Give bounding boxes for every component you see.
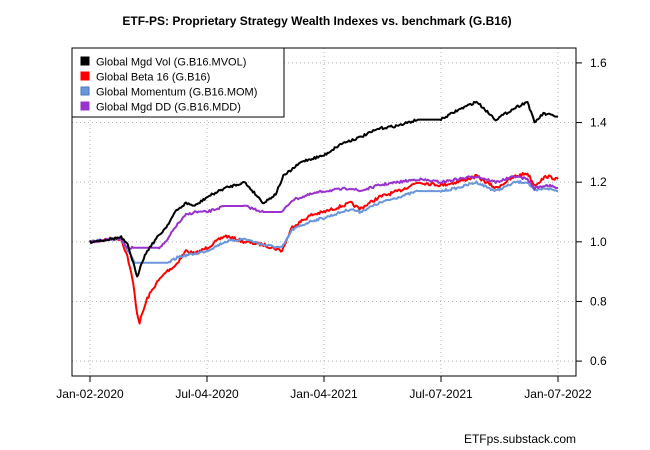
y-tick-label: 1.4 [590,116,607,130]
legend: Global Mgd Vol (G.B16.MVOL) Global Beta 1… [71,47,285,118]
legend-swatch [80,101,90,111]
legend-swatch [80,71,90,81]
y-tick-label: 1.6 [590,56,607,70]
series-line [89,172,559,325]
series-line [89,100,558,278]
legend-label: Global Mgd DD (G.B16.MDD) [96,102,241,114]
x-tick-label: Jan-07-2022 [524,387,592,401]
y-tick-label: 1.2 [590,175,607,189]
legend-box [71,47,285,118]
x-tick-label: Jan-02-2020 [56,387,124,401]
series-lines [89,100,559,325]
x-tick-label: Jul-04-2020 [175,387,239,401]
legend-label: Global Momentum (G.B16.MOM) [96,87,257,99]
x-axis: Jan-02-2020 Jul-04-2020 Jan-04-2021 Jul-07-… [56,376,592,401]
y-axis: 0.6 0.8 1.0 1.2 1.4 1.6 [576,56,607,368]
credit-text: ETFps.substack.com [464,432,576,446]
chart-title: ETF-PS: Proprietary Strategy Wealth Inde… [122,14,511,28]
legend-swatch [80,56,90,66]
y-tick-label: 0.6 [590,354,607,368]
legend-label: Global Mgd Vol (G.B16.MVOL) [96,57,246,69]
x-tick-label: Jul-07-2021 [409,387,473,401]
legend-label: Global Beta 16 (G.B16) [96,72,210,84]
x-tick-label: Jan-04-2021 [290,387,358,401]
y-tick-label: 0.8 [590,294,607,308]
series-line [89,175,559,250]
series-line [89,180,559,264]
legend-swatch [80,86,90,96]
y-tick-label: 1.0 [590,235,607,249]
